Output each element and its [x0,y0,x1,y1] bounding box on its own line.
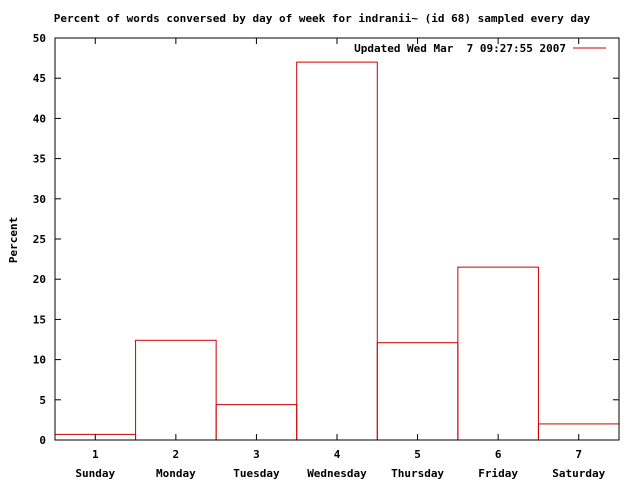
x-tick-number: 4 [334,448,341,461]
x-tick-number: 6 [495,448,502,461]
y-tick-label: 45 [33,72,46,85]
y-tick-label: 10 [33,354,46,367]
y-tick-label: 30 [33,193,46,206]
bar-friday [457,266,539,441]
bar-wednesday [296,61,378,441]
x-tick-number: 2 [173,448,180,461]
y-tick-label: 15 [33,313,46,326]
x-tick-label-saturday: Saturday [552,467,605,480]
bar-thursday [376,342,459,441]
y-tick-label: 25 [33,233,46,246]
y-tick-label: 0 [39,434,46,447]
x-tick-number: 3 [253,448,260,461]
plot-area: 051015202530354045501Sunday2Monday3Tuesd… [33,32,620,480]
legend-label: Updated Wed Mar 7 09:27:55 2007 [354,42,566,55]
legend: Updated Wed Mar 7 09:27:55 2007 [354,42,606,55]
x-tick-number: 5 [414,448,421,461]
bar-monday [135,339,217,441]
x-tick-label-wednesday: Wednesday [307,467,367,480]
plot-frame [54,37,620,441]
x-tick-label-monday: Monday [156,467,196,480]
x-tick-label-friday: Friday [478,467,518,480]
x-tick-label-tuesday: Tuesday [233,467,280,480]
y-tick-label: 5 [39,394,46,407]
chart-title: Percent of words conversed by day of wee… [54,12,591,25]
x-tick-number: 1 [92,448,99,461]
x-tick-label-sunday: Sunday [75,467,115,480]
x-tick-number: 7 [575,448,582,461]
y-tick-label: 40 [33,112,46,125]
y-tick-label: 20 [33,273,46,286]
y-tick-label: 35 [33,153,46,166]
y-axis-label: Percent [7,217,20,263]
y-tick-label: 50 [33,32,46,45]
x-tick-label-thursday: Thursday [391,467,444,480]
